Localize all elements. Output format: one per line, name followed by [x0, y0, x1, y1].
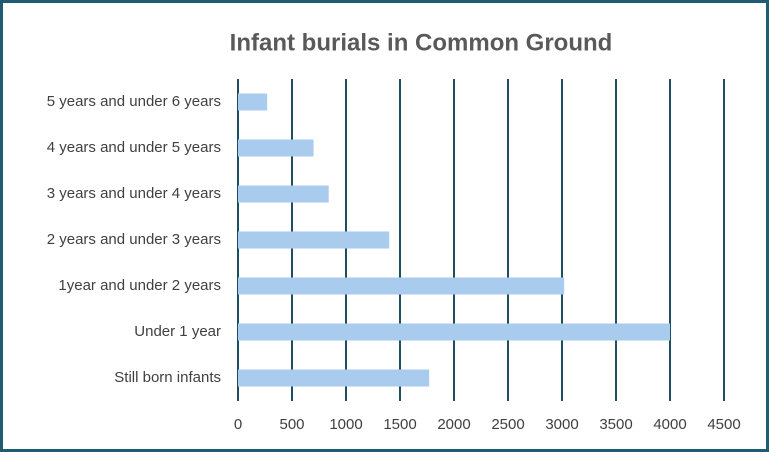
y-tick-label: 3 years and under 4 years — [47, 185, 221, 202]
y-tick-label: Under 1 year — [134, 323, 221, 340]
bar — [238, 93, 268, 111]
y-tick-label: 2 years and under 3 years — [47, 231, 221, 248]
y-tick-label: 4 years and under 5 years — [47, 139, 221, 156]
y-tick-label: 1year and under 2 years — [58, 277, 221, 294]
x-tick-label: 4000 — [653, 416, 686, 433]
chart-title: Infant burials in Common Ground — [230, 29, 613, 56]
x-tick-label: 2500 — [491, 416, 524, 433]
x-tick-label: 3000 — [545, 416, 578, 433]
bar — [238, 231, 390, 249]
x-tick-label: 1500 — [383, 416, 416, 433]
bar — [238, 139, 314, 157]
y-tick-label: 5 years and under 6 years — [47, 93, 221, 110]
bar — [238, 277, 565, 295]
bar — [238, 185, 329, 203]
x-tick-label: 4500 — [707, 416, 740, 433]
y-tick-label: Still born infants — [114, 369, 221, 386]
bar — [238, 369, 430, 387]
x-tick-label: 3500 — [599, 416, 632, 433]
x-tick-label: 0 — [234, 416, 242, 433]
x-tick-label: 1000 — [329, 416, 362, 433]
x-tick-label: 2000 — [437, 416, 470, 433]
x-tick-label: 500 — [279, 416, 304, 433]
bar — [238, 323, 670, 341]
